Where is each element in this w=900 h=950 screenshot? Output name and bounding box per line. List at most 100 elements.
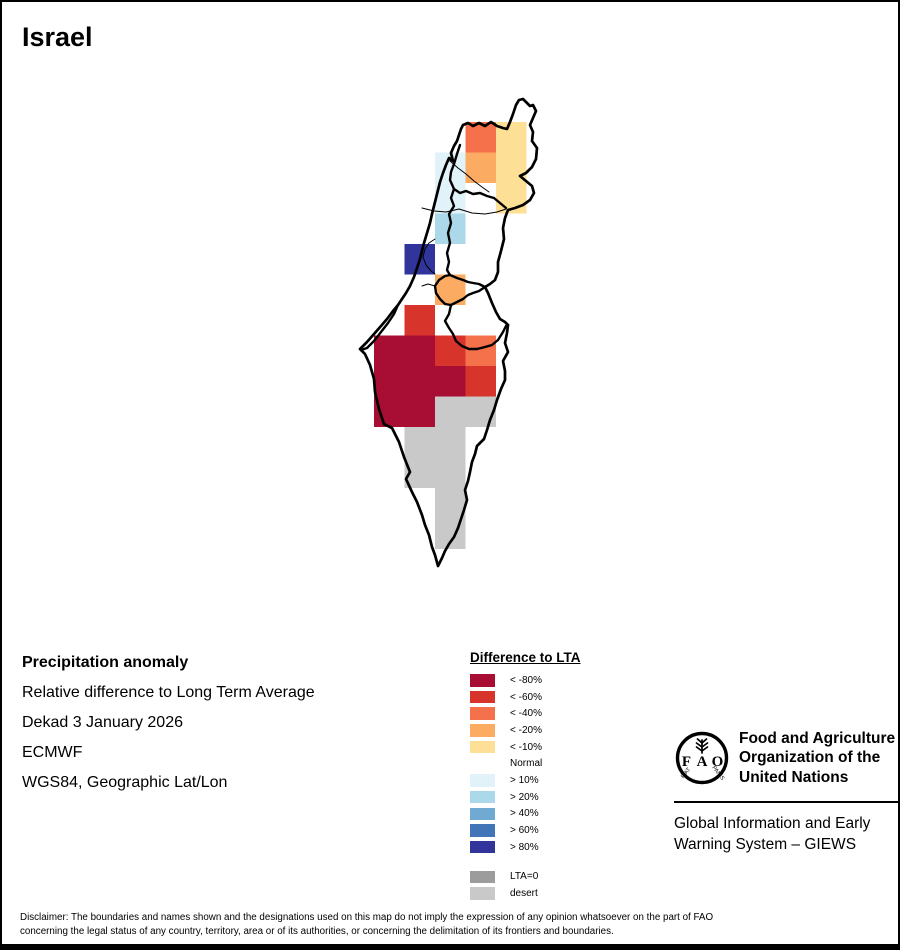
page-title: Israel xyxy=(22,22,93,52)
grid-cell-desert xyxy=(435,396,466,427)
info-projection: WGS84, Geographic Lat/Lon xyxy=(22,774,228,791)
fao-divider xyxy=(674,801,898,804)
legend-swatch-m20 xyxy=(470,724,495,737)
legend-row: < -60% xyxy=(470,689,620,706)
map-info-block: Precipitation anomaly Relative differenc… xyxy=(22,654,442,804)
legend-label: < -60% xyxy=(510,691,542,703)
grid-cell-m80 xyxy=(374,366,405,397)
legend-swatch-lta0 xyxy=(470,870,495,884)
legend-label: LTA=0 xyxy=(510,871,539,883)
legend-label: > 40% xyxy=(510,808,539,820)
west-bank-west-boundary xyxy=(445,143,462,277)
grid-cell-m60 xyxy=(465,366,496,397)
legend-label: < -10% xyxy=(510,741,542,753)
grid-cell-m60 xyxy=(435,335,466,366)
boundary-lines xyxy=(358,97,539,568)
legend-row: < -40% xyxy=(470,705,620,722)
fao-logo-letter-o: O xyxy=(712,754,724,770)
legend-label: < -20% xyxy=(510,724,542,736)
west-bank-north-boundary xyxy=(452,187,508,210)
legend-row: desert xyxy=(470,885,620,902)
grid-cell-desert xyxy=(435,488,466,519)
legend-label: Normal xyxy=(510,758,543,770)
grid-cell-m80 xyxy=(404,366,435,397)
legend-row: > 60% xyxy=(470,822,620,839)
fao-logo-letter-f: F xyxy=(682,754,691,770)
info-source: ECMWF xyxy=(22,744,83,761)
fao-logo: F A O FIAT PANIS xyxy=(675,731,729,785)
legend-swatch-p40 xyxy=(470,807,495,821)
grid-cell-m80 xyxy=(404,335,435,366)
grid-cell-m80 xyxy=(435,366,466,397)
legend-row: < -80% xyxy=(470,672,620,689)
legend-label: < -40% xyxy=(510,708,542,720)
wheat-ear-icon xyxy=(695,738,709,754)
legend-swatch-p60 xyxy=(470,824,495,837)
legend-row: < -20% xyxy=(470,722,620,739)
legend: Difference to LTA < -80% < -60% < -40% < -2… xyxy=(470,650,620,902)
info-dekad: Dekad 3 January 2026 xyxy=(22,714,183,731)
grid-cell-m80 xyxy=(374,335,405,366)
fao-org-line1: Food and Agriculture xyxy=(739,730,896,747)
legend-swatch-m60 xyxy=(470,690,495,704)
fao-org-line2: Organization of the xyxy=(739,749,881,767)
grid-cell-desert xyxy=(465,396,496,427)
legend-swatch-p10 xyxy=(470,774,495,787)
legend-row: LTA=0 xyxy=(470,869,620,886)
district-line-telaviv xyxy=(422,238,436,275)
grid-cell-desert xyxy=(404,427,435,458)
giews-name: Global Information and Early Warning Sys… xyxy=(674,813,898,855)
district-line-jerusalem-west xyxy=(421,283,436,287)
legend-row: > 20% xyxy=(470,789,620,806)
legend-swatch-p20 xyxy=(470,790,495,804)
legend-items: < -80% < -60% < -40% < -20% < -10% Normal > 10… xyxy=(470,672,620,856)
israel-outer-boundary xyxy=(358,97,539,568)
fao-logo-ring xyxy=(675,731,729,785)
legend-swatch-m10 xyxy=(470,740,495,754)
grid-cell-m40 xyxy=(465,122,496,153)
disclaimer-line1: Disclaimer: The boundaries and names sho… xyxy=(20,912,714,923)
jerusalem-corridor-boundary xyxy=(433,273,487,307)
disclaimer: Disclaimer: The boundaries and names sho… xyxy=(20,911,882,938)
fao-logo-letter-a: A xyxy=(697,754,708,770)
legend-label: > 80% xyxy=(510,841,539,853)
legend-row: Normal xyxy=(470,755,620,772)
legend-row: > 10% xyxy=(470,772,620,789)
legend-label: > 20% xyxy=(510,791,539,803)
giews-line2: Warning System – GIEWS xyxy=(674,836,857,854)
grid-cell-desert xyxy=(435,427,466,458)
precipitation-grid-cells xyxy=(374,122,527,549)
grid-cell-m80 xyxy=(404,396,435,427)
legend-swatch-normal xyxy=(470,757,495,771)
west-bank-south-boundary xyxy=(443,303,510,351)
legend-swatch-m80 xyxy=(470,674,495,687)
info-heading: Precipitation anomaly xyxy=(22,654,189,671)
fao-org-line3: United Nations xyxy=(739,768,849,786)
legend-row: > 40% xyxy=(470,806,620,823)
grid-cell-desert xyxy=(435,457,466,488)
district-line-north xyxy=(421,207,507,215)
legend-label: < -80% xyxy=(510,674,542,686)
fao-org-name: Food and Agriculture Organization of the… xyxy=(739,729,895,787)
legend-label: > 60% xyxy=(510,825,539,837)
disclaimer-line2: concerning the legal status of any count… xyxy=(20,925,614,937)
legend-row: > 80% xyxy=(470,839,620,856)
legend-swatch-desert xyxy=(470,887,495,900)
legend-gap xyxy=(470,856,620,869)
legend-title: Difference to LTA xyxy=(470,650,581,665)
fao-block: F A O FIAT PANIS Food and Agriculture Or… xyxy=(674,729,898,855)
grid-cell-m20 xyxy=(465,152,496,183)
gaza-strip-boundary xyxy=(359,303,400,352)
legend-swatch-m40 xyxy=(470,707,495,720)
giews-line1: Global Information and Early xyxy=(674,815,871,833)
legend-swatch-p80 xyxy=(470,840,495,854)
legend-label: > 10% xyxy=(510,774,539,786)
info-subtitle: Relative difference to Long Term Average xyxy=(22,684,315,701)
grid-cell-m60 xyxy=(404,305,435,336)
legend-row: < -10% xyxy=(470,739,620,756)
grid-cell-m40 xyxy=(465,335,496,366)
legend-extra-items: LTA=0 desert xyxy=(470,869,620,902)
district-line-galilee xyxy=(449,160,490,193)
